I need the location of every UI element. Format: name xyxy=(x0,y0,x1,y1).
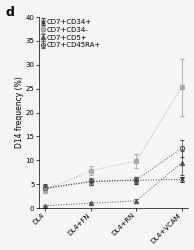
Legend: CD7+CD34+, CD7+CD34-, CD7+CD5+, CD7+CD45RA+: CD7+CD34+, CD7+CD34-, CD7+CD5+, CD7+CD45… xyxy=(40,18,102,49)
Text: d: d xyxy=(6,6,15,19)
Y-axis label: D14 frequency (%): D14 frequency (%) xyxy=(15,77,24,148)
